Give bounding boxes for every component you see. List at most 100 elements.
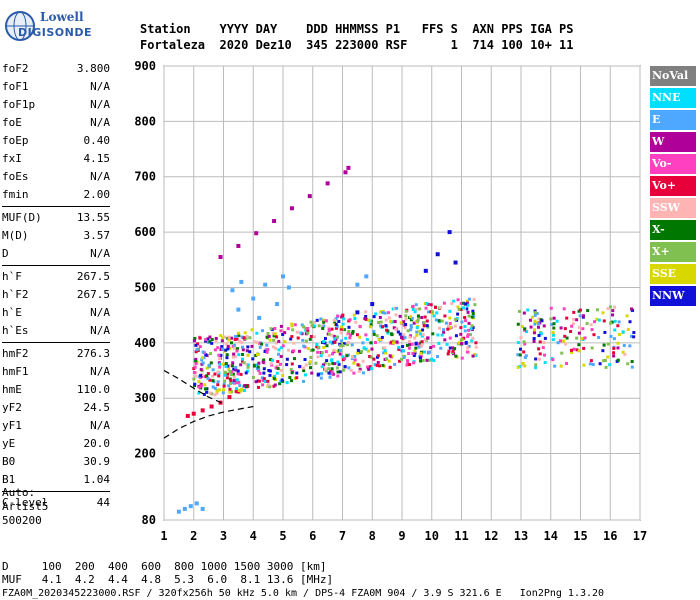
echo-point	[616, 341, 620, 345]
echo-point	[231, 361, 235, 365]
echo-point	[272, 334, 276, 338]
echo-point	[516, 322, 520, 326]
echo-point	[402, 356, 406, 360]
echo-point	[459, 308, 463, 312]
echo-point	[353, 317, 357, 321]
echo-point	[291, 328, 295, 332]
y-tick-label: 300	[134, 391, 156, 405]
echo-point	[268, 373, 272, 377]
trace-point	[191, 411, 196, 416]
echo-point	[217, 374, 221, 378]
param-name: h`E	[2, 306, 22, 319]
echo-point	[451, 346, 455, 350]
trace-point	[257, 315, 262, 320]
echo-point	[332, 348, 336, 352]
echo-point	[345, 343, 349, 347]
echo-point	[413, 310, 417, 314]
echo-point	[313, 324, 317, 328]
echo-point	[230, 370, 234, 374]
echo-point	[296, 336, 300, 340]
echo-point	[246, 345, 250, 349]
echo-point	[413, 349, 417, 353]
echo-point	[347, 325, 351, 329]
echo-point	[621, 330, 625, 334]
echo-point	[412, 354, 416, 358]
echo-point	[518, 353, 522, 357]
echo-point	[418, 329, 422, 333]
echo-point	[429, 303, 433, 307]
echo-point	[208, 335, 212, 339]
echo-point	[265, 335, 269, 339]
echo-point	[453, 347, 457, 351]
param-row: h`Es N/A	[2, 322, 110, 340]
echo-point	[330, 372, 334, 376]
echo-point	[193, 382, 197, 386]
echo-point	[606, 307, 610, 311]
echo-point	[221, 391, 225, 395]
echo-point	[227, 384, 231, 388]
param-row: foE N/A	[2, 114, 110, 132]
y-tick-label: 500	[134, 280, 156, 294]
echo-point	[549, 306, 553, 310]
echo-point	[239, 372, 243, 376]
echo-point	[404, 317, 408, 321]
echo-point	[443, 314, 447, 318]
param-row: foEs N/A	[2, 168, 110, 186]
echo-point	[336, 314, 340, 318]
param-row: fxI 4.15	[2, 150, 110, 168]
echo-point	[258, 371, 262, 375]
echo-point	[562, 307, 566, 311]
echo-point	[389, 332, 393, 336]
echo-point	[255, 353, 259, 357]
echo-point	[229, 378, 233, 382]
x-tick-label: 1	[160, 529, 167, 543]
parameter-panel: foF2 3.800 foF1 N/A foF1p N/A foE N/A foEp 0.40 fx…	[2, 60, 110, 512]
param-name: foF2	[2, 62, 29, 75]
echo-point	[323, 337, 327, 341]
echo-point	[387, 316, 391, 320]
echo-point	[610, 320, 614, 324]
echo-point	[384, 357, 388, 361]
param-name: foF1	[2, 80, 29, 93]
echo-point	[378, 315, 382, 319]
echo-point	[552, 322, 556, 326]
echo-point	[322, 345, 326, 349]
echo-point	[292, 341, 296, 345]
echo-point	[321, 318, 325, 322]
echo-point	[193, 336, 197, 340]
echo-point	[192, 371, 196, 375]
echo-point	[381, 363, 385, 367]
echo-point	[425, 319, 429, 323]
echo-point	[221, 362, 225, 366]
echo-point	[401, 345, 405, 349]
echo-point	[589, 359, 593, 363]
echo-point	[306, 347, 310, 351]
echo-point	[590, 328, 594, 332]
echo-point	[432, 359, 436, 363]
echo-point	[468, 333, 472, 337]
echo-point	[360, 349, 364, 353]
echo-point	[276, 360, 280, 364]
echo-point	[632, 330, 636, 334]
echo-point	[335, 324, 339, 328]
echo-point	[583, 336, 587, 340]
echo-point	[208, 391, 212, 395]
echo-point	[419, 354, 423, 358]
echo-point	[410, 316, 414, 320]
echo-point	[379, 324, 383, 328]
echo-point	[308, 360, 312, 364]
echo-point	[572, 347, 576, 351]
echo-point	[358, 335, 362, 339]
echo-point	[535, 312, 539, 316]
footer-muf-row: MUF 4.1 4.2 4.4 4.8 5.3 6.0 8.1 13.6 [MH…	[2, 573, 334, 586]
echo-point	[322, 340, 326, 344]
echo-point	[428, 358, 432, 362]
echo-point	[459, 301, 463, 305]
echo-point	[443, 338, 447, 342]
echo-point	[231, 372, 235, 376]
param-name: B0	[2, 455, 16, 468]
echo-point	[517, 309, 521, 313]
param-row: h`E N/A	[2, 304, 110, 322]
echo-point	[628, 320, 632, 324]
echo-point	[265, 350, 269, 354]
